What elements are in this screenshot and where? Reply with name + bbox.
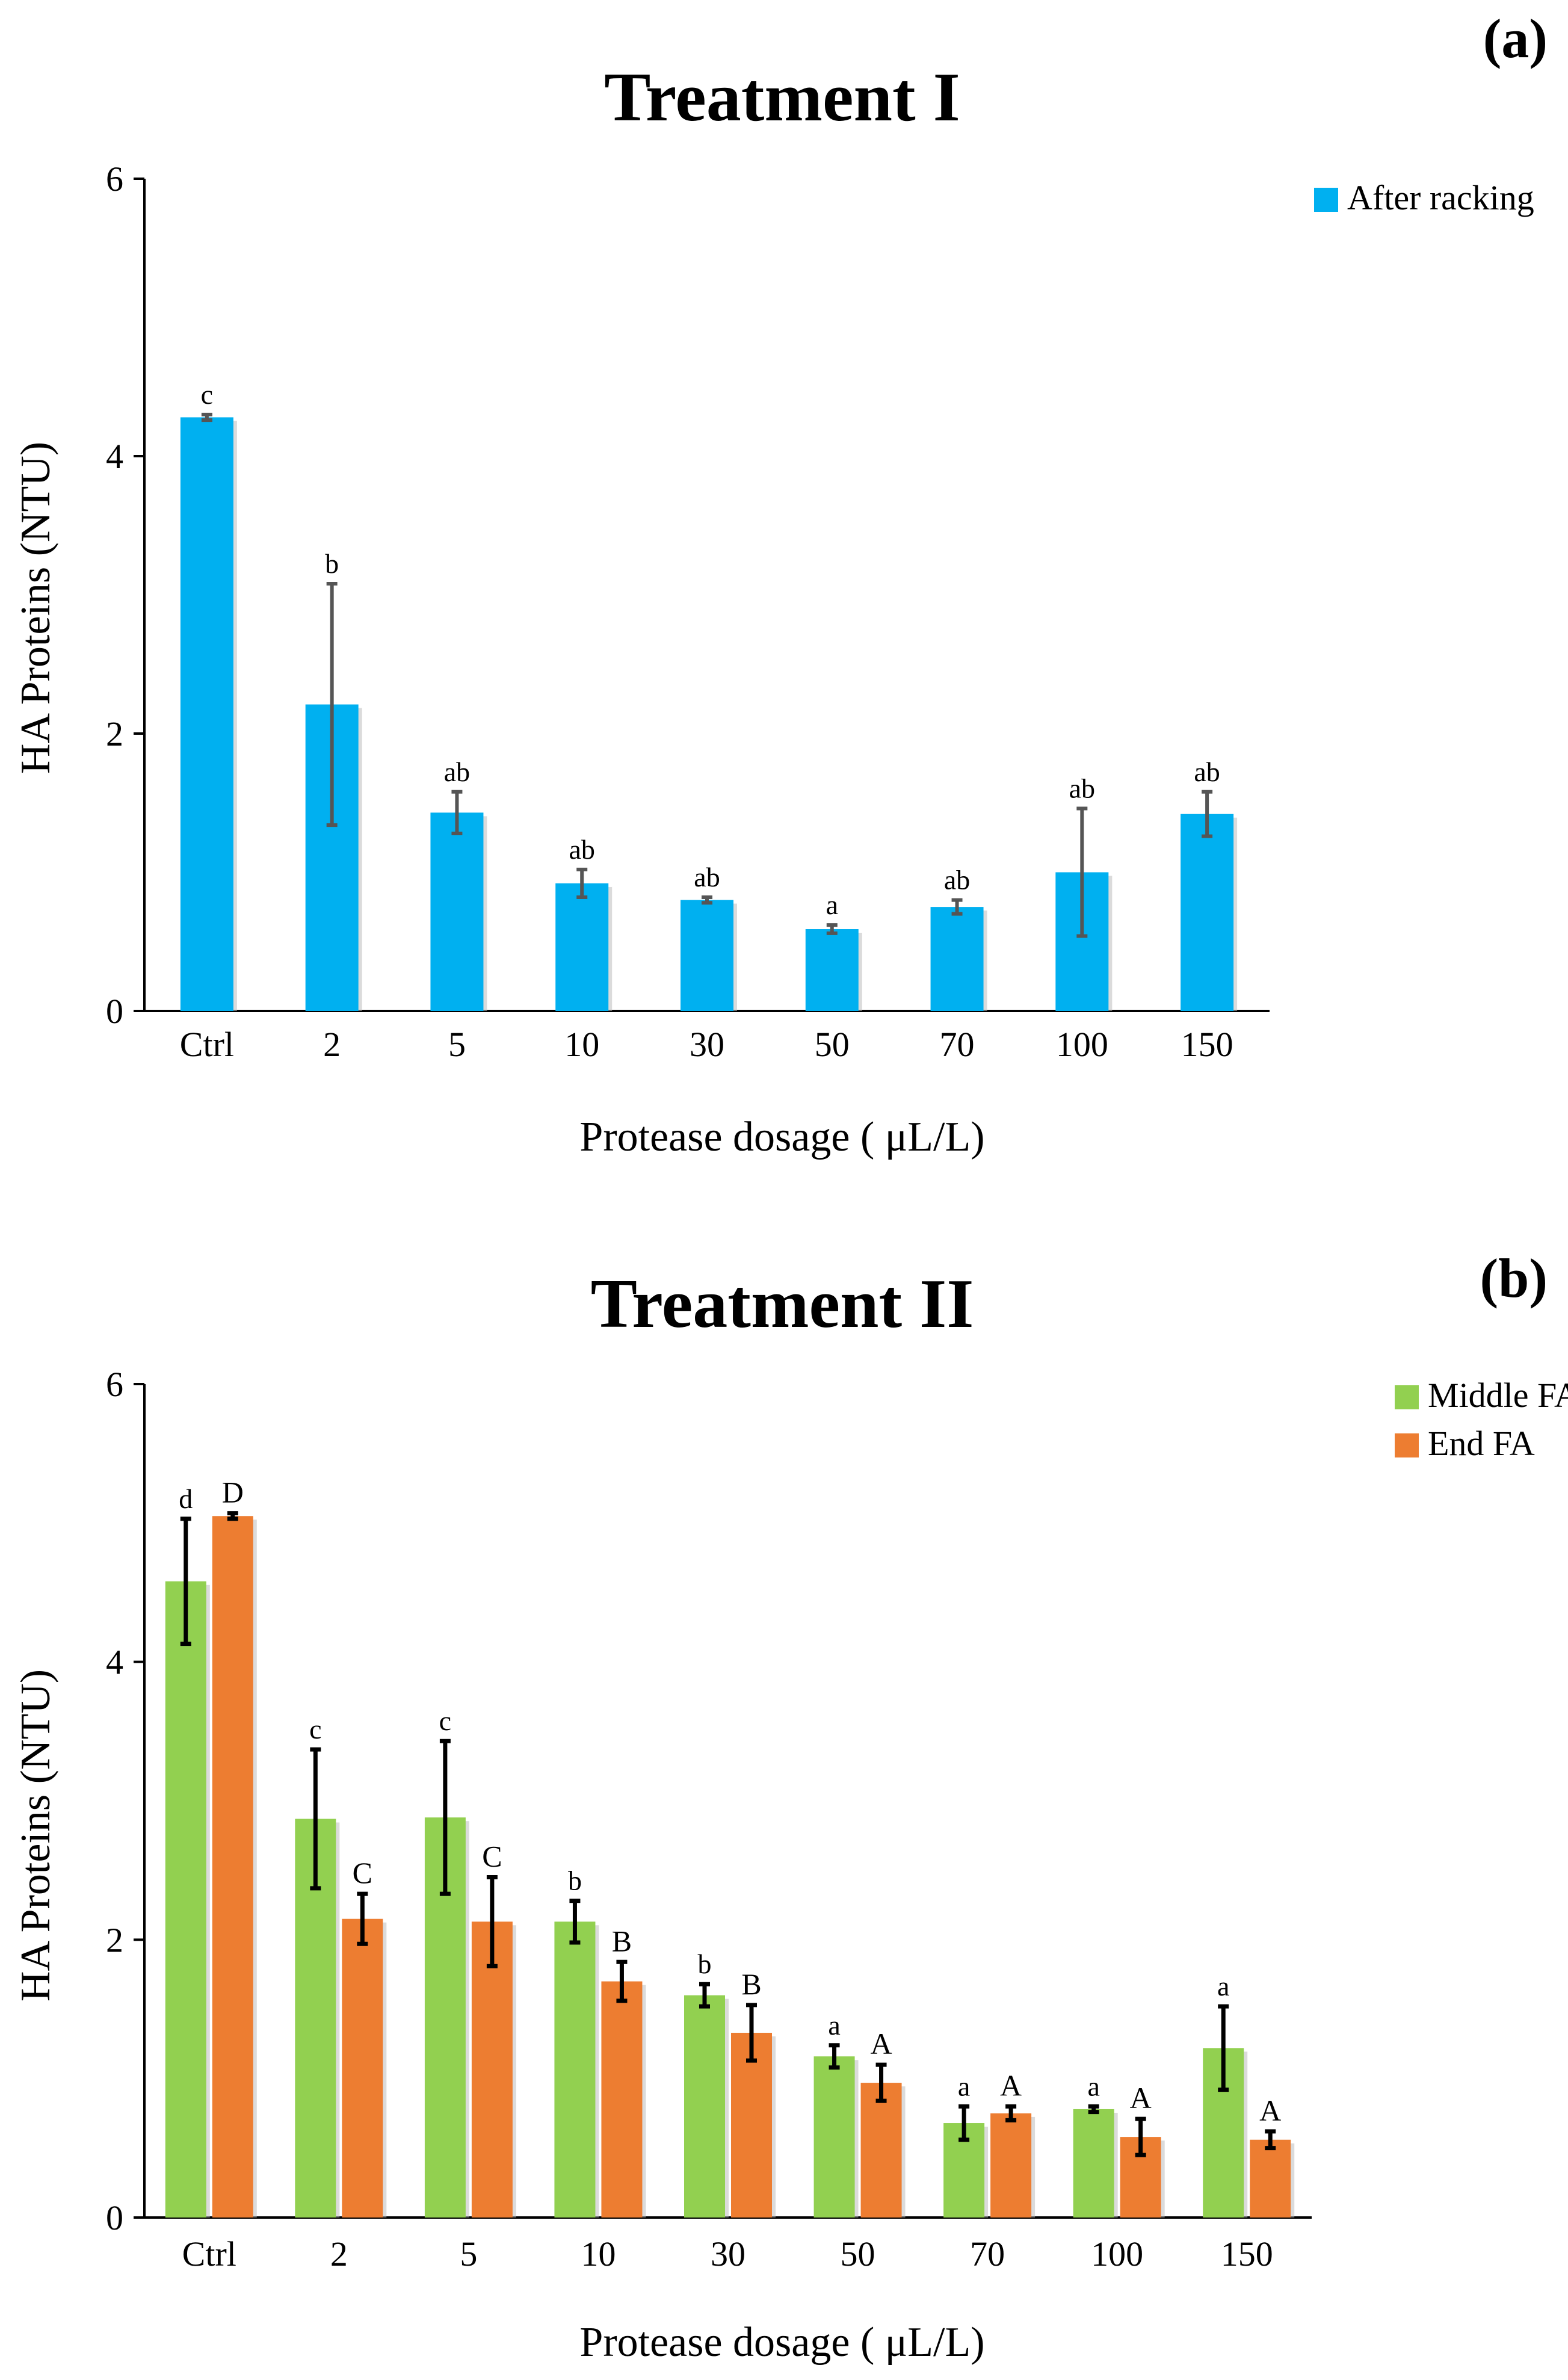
x-tick-label: 5 <box>448 1025 466 1064</box>
y-tick-label: 6 <box>106 1365 123 1404</box>
bar <box>555 883 609 1011</box>
x-tick-label: 50 <box>841 2234 875 2273</box>
bar <box>1250 2139 1291 2218</box>
significance-label: A <box>1130 2081 1152 2115</box>
significance-label: B <box>612 1924 632 1958</box>
significance-label: ab <box>444 756 470 787</box>
x-tick-label: 100 <box>1091 2234 1143 2273</box>
significance-label: a <box>958 2071 970 2101</box>
y-tick-label: 0 <box>106 992 123 1031</box>
bar <box>601 1981 643 2218</box>
bar <box>930 907 984 1011</box>
bar <box>681 900 733 1011</box>
significance-label: a <box>1217 1971 1229 2001</box>
x-tick-label: 150 <box>1181 1025 1233 1064</box>
significance-label: a <box>828 2010 840 2041</box>
significance-label: ab <box>569 834 595 865</box>
bar <box>180 417 233 1011</box>
significance-label: c <box>309 1714 321 1745</box>
bar <box>731 2032 772 2218</box>
legend-label: Middle FA <box>1428 1376 1568 1415</box>
x-tick-label: 70 <box>940 1025 975 1064</box>
panel-b-chart: (b) Treatment II HA Proteins (NTU) Prote… <box>13 1247 1568 2366</box>
legend-swatch <box>1314 188 1338 212</box>
bar <box>471 1921 513 2218</box>
x-tick-label: 30 <box>690 1025 724 1064</box>
significance-label: b <box>325 548 339 579</box>
panel-a-x-axis-label: Protease dosage ( μL/L) <box>579 1114 984 1160</box>
legend-swatch <box>1395 1385 1419 1409</box>
significance-label: A <box>1259 2094 1281 2127</box>
significance-label: b <box>698 1949 712 1979</box>
panel-a-label: (a) <box>1483 8 1548 69</box>
bar <box>430 812 484 1011</box>
bar <box>684 1995 725 2218</box>
significance-label: ab <box>944 865 970 895</box>
panel-b-legend: Middle FA End FA <box>1395 1376 1568 1463</box>
significance-label: ab <box>1194 756 1220 787</box>
bar <box>212 1516 253 2218</box>
significance-label: b <box>568 1865 582 1896</box>
significance-label: c <box>201 379 213 410</box>
significance-label: c <box>439 1705 451 1736</box>
panel-b-x-axis-label: Protease dosage ( μL/L) <box>579 2319 984 2366</box>
significance-label: a <box>1087 2071 1099 2101</box>
legend-label: After racking <box>1347 178 1534 217</box>
significance-label: ab <box>1069 773 1095 803</box>
y-tick-label: 4 <box>106 437 123 476</box>
bar <box>805 929 859 1011</box>
bar <box>813 2056 855 2218</box>
x-tick-label: 70 <box>970 2234 1005 2273</box>
legend-label: End FA <box>1428 1424 1535 1463</box>
panel-b-label: (b) <box>1480 1247 1548 1309</box>
x-tick-label: 100 <box>1056 1025 1108 1064</box>
significance-label: a <box>826 889 838 920</box>
x-tick-label: 10 <box>581 2234 616 2273</box>
significance-label: C <box>482 1839 502 1873</box>
x-tick-label: Ctrl <box>180 1025 234 1064</box>
y-tick-label: 0 <box>106 2198 123 2237</box>
x-tick-label: 2 <box>323 1025 341 1064</box>
x-tick-label: 2 <box>330 2234 348 2273</box>
panel-b-title: Treatment II <box>591 1266 974 1343</box>
panel-a-title: Treatment I <box>604 59 960 136</box>
y-tick-label: 2 <box>106 714 123 753</box>
panel-a-legend: After racking <box>1314 178 1534 217</box>
significance-label: A <box>871 2027 892 2060</box>
bar <box>554 1921 596 2218</box>
panel-a-chart: (a) Treatment I HA Proteins (NTU) Protea… <box>13 8 1548 1160</box>
legend-swatch <box>1395 1433 1419 1457</box>
bar <box>1181 814 1234 1011</box>
significance-label: B <box>741 1967 761 2001</box>
y-tick-label: 2 <box>106 1920 123 1959</box>
significance-label: ab <box>694 862 720 892</box>
significance-label: C <box>353 1856 372 1890</box>
significance-label: d <box>179 1483 193 1514</box>
bar <box>342 1918 383 2218</box>
bar <box>990 2113 1032 2218</box>
x-tick-label: 50 <box>815 1025 850 1064</box>
x-tick-label: 5 <box>460 2234 477 2273</box>
bar <box>860 2083 902 2218</box>
panel-a-y-axis-label: HA Proteins (NTU) <box>13 442 59 774</box>
panel-b-y-axis-label: HA Proteins (NTU) <box>13 1669 59 2001</box>
x-tick-label: Ctrl <box>182 2234 236 2273</box>
x-tick-label: 10 <box>564 1025 599 1064</box>
significance-label: A <box>1000 2068 1022 2102</box>
y-tick-label: 4 <box>106 1643 123 1682</box>
x-tick-label: 150 <box>1221 2234 1273 2273</box>
significance-label: D <box>222 1476 244 1509</box>
y-tick-label: 6 <box>106 159 123 199</box>
bar <box>165 1581 206 2218</box>
bar <box>1073 2109 1114 2218</box>
x-tick-label: 30 <box>711 2234 745 2273</box>
